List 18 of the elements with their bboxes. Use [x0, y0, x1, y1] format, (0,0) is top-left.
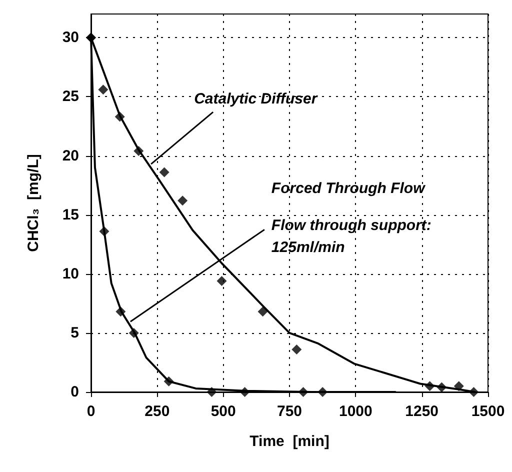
- y-tick-label: 5: [70, 324, 79, 342]
- y-tick-label: 30: [62, 29, 79, 46]
- y-axis-title: CHCl₃ [mg/L]: [25, 154, 42, 252]
- annotation: Forced Through Flow: [271, 180, 426, 198]
- y-tick-label: 25: [62, 88, 79, 106]
- x-tick-label: 750: [276, 403, 302, 420]
- x-tick-label: 1500: [471, 403, 505, 420]
- y-tick-label: 0: [70, 384, 79, 400]
- x-axis-title: Time [min]: [250, 433, 330, 450]
- x-tick-label: 1250: [405, 403, 439, 420]
- x-tick-label: 500: [210, 403, 236, 420]
- y-tick-label: 15: [62, 206, 79, 224]
- x-tick-label: 1000: [338, 403, 372, 420]
- y-tick-label: 10: [62, 265, 79, 282]
- annotation: Flow through support: 125ml/min: [271, 217, 432, 256]
- x-tick-label: 0: [86, 403, 96, 420]
- y-tick-label: 20: [62, 147, 79, 164]
- x-tick-label: 250: [144, 403, 170, 420]
